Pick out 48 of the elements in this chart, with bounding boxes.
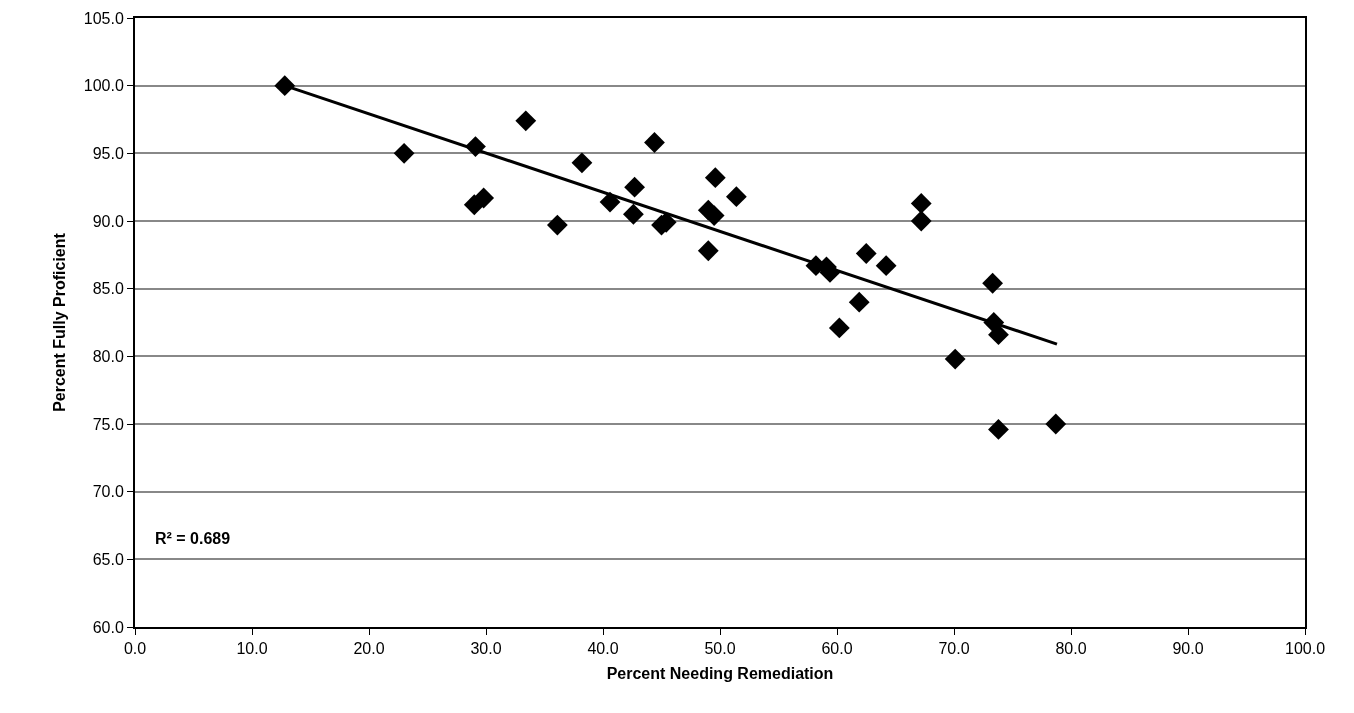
point: [644, 132, 665, 153]
point: [982, 272, 1004, 294]
point: [988, 324, 1009, 346]
y-tick-label: 95.0: [92, 144, 124, 162]
x-tick-label: 90.0: [1172, 640, 1204, 658]
x-tick-label: 40.0: [587, 640, 619, 658]
x-tick-label: 10.0: [236, 640, 268, 658]
point: [1045, 413, 1067, 435]
x-tick-label: 50.0: [704, 640, 736, 658]
x-tick-label: 30.0: [470, 640, 502, 658]
x-tick-label: 100.0: [1284, 640, 1326, 658]
point: [704, 167, 726, 189]
point: [599, 191, 621, 213]
x-tick-label: 20.0: [353, 640, 385, 658]
point: [703, 205, 725, 226]
point: [697, 240, 719, 262]
point: [855, 243, 877, 264]
point: [725, 186, 747, 208]
y-tick-label: 60.0: [92, 618, 124, 636]
y-tick-label: 105.0: [83, 9, 124, 27]
point: [828, 317, 850, 339]
y-tick-label: 100.0: [83, 77, 124, 95]
x-tick-label: 80.0: [1055, 640, 1087, 658]
x-tick-label: 60.0: [821, 640, 853, 658]
y-tick-label: 70.0: [92, 483, 124, 501]
x-axis-title: Percent Needing Remediation: [606, 665, 834, 683]
point: [515, 110, 537, 132]
y-tick-label: 65.0: [92, 550, 124, 568]
annotation: R² = 0.689: [155, 530, 231, 547]
x-tick-label: 70.0: [938, 640, 970, 658]
point: [875, 255, 897, 277]
point: [848, 291, 870, 313]
y-tick-label: 80.0: [92, 347, 124, 365]
point: [910, 193, 932, 214]
point: [393, 142, 415, 164]
y-axis-title: Percent Fully Proficient: [51, 232, 69, 412]
y-tick-label: 75.0: [92, 415, 124, 433]
point: [571, 152, 593, 174]
point: [623, 203, 644, 225]
y-tick-label: 85.0: [92, 280, 124, 298]
y-tick-label: 90.0: [92, 212, 124, 230]
point: [910, 210, 932, 232]
point: [624, 176, 645, 198]
point: [944, 348, 966, 370]
point: [988, 419, 1009, 440]
x-tick-label: 0.0: [123, 640, 147, 658]
point: [546, 214, 568, 236]
point: [473, 187, 495, 209]
